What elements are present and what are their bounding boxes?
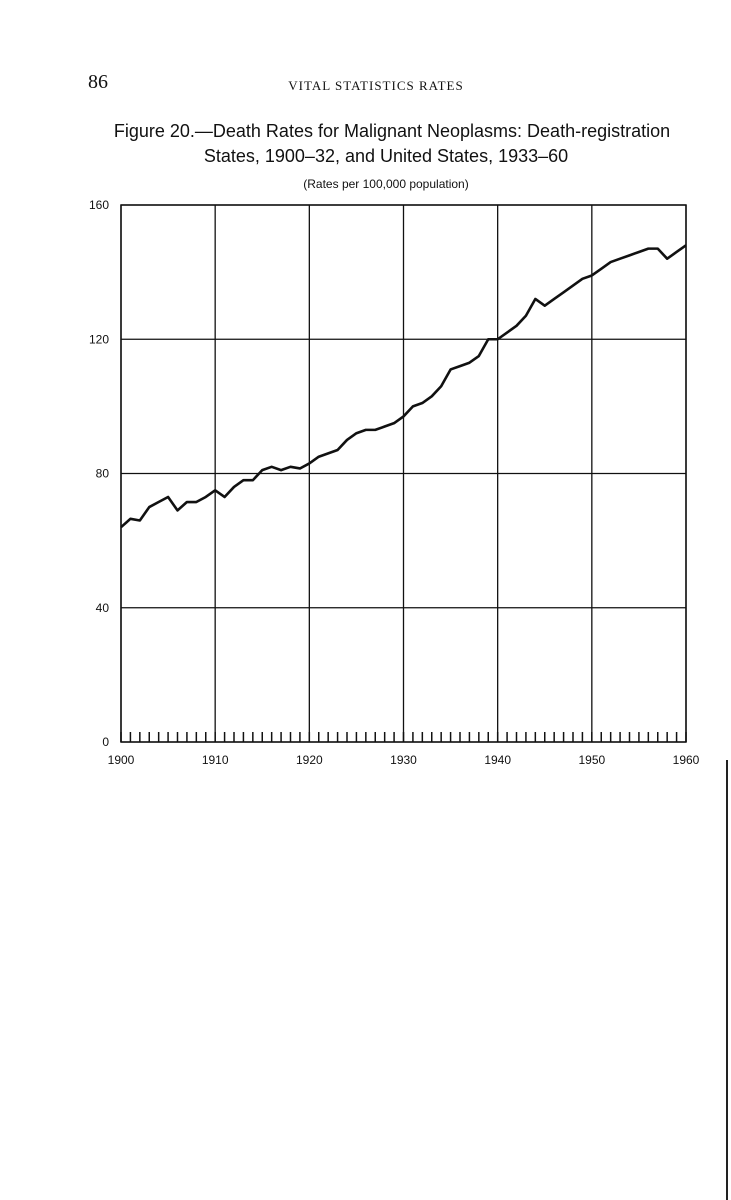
plot-border [120,204,687,743]
x-tick-label: 1960 [673,753,700,767]
y-tick-label: 80 [96,467,110,481]
y-tick-label: 0 [102,735,109,749]
x-tick-label: 1920 [296,753,323,767]
x-tick-label: 1910 [202,753,229,767]
chart-title: States, 1900–32, and United States, 1933… [204,146,568,166]
plot: 0 40 80 120 160 1900 1910 1920 1930 1940 1950 1960 [89,198,700,767]
x-tick-label: 1950 [578,753,605,767]
y-tick-label: 120 [89,332,109,346]
data-line [120,244,687,529]
x-tick-label: 1930 [390,753,417,767]
x-tick-label: 1900 [108,753,135,767]
chart-subtitle: (Rates per 100,000 population) [303,177,468,191]
running-head: VITAL STATISTICS RATES [288,78,463,93]
x-tick-label: 1940 [484,753,511,767]
y-tick-label: 160 [89,198,109,212]
chart-title: Figure 20.—Death Rates for Malignant Neo… [114,121,670,141]
page-number: 86 [88,71,108,93]
y-tick-label: 40 [96,601,110,615]
